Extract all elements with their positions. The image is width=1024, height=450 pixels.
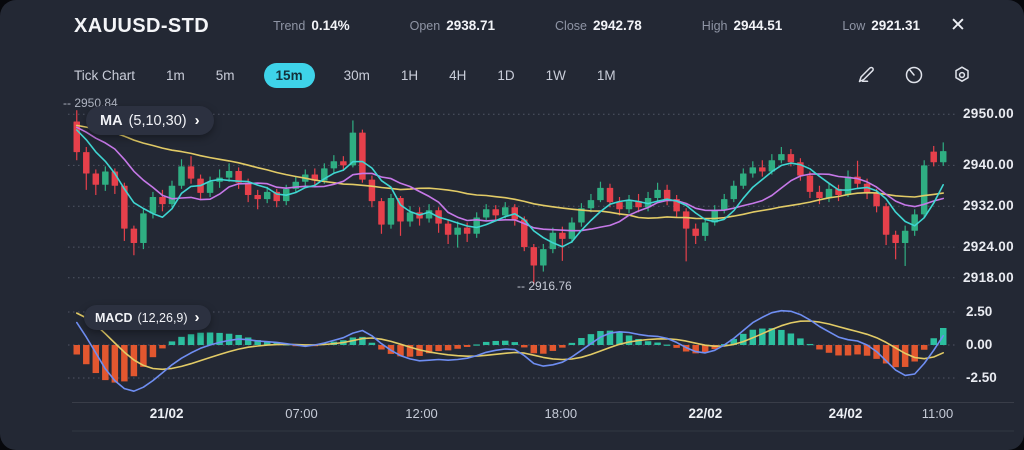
timeframe-tab-1h[interactable]: 1H (400, 67, 419, 83)
gauge-icon[interactable] (902, 63, 926, 87)
draw-icon[interactable] (854, 63, 878, 87)
timeframe-tab-30m[interactable]: 30m (343, 67, 370, 83)
stat-open: Open 2938.71 (410, 17, 495, 35)
stat-label: Trend (273, 19, 306, 33)
time-tick-label: 11:00 (921, 406, 954, 421)
stat-value: 2942.78 (592, 18, 642, 33)
chevron-right-icon: › (194, 309, 200, 326)
stat-close: Close 2942.78 (555, 17, 642, 35)
time-tick-label: 18:00 (544, 406, 578, 421)
macd-label: MACD (95, 310, 133, 325)
stat-value: 2938.71 (446, 18, 496, 33)
price-tick-label: 2940.00 (963, 157, 1014, 173)
timeframe-tabs: Tick Chart 1m 5m 15m 30m 1H 4H 1D 1W 1M (72, 62, 618, 88)
toolbar: Tick Chart 1m 5m 15m 30m 1H 4H 1D 1W 1M (0, 56, 1024, 94)
macd-tick-label: 2.50 (966, 304, 993, 319)
timeframe-tab-1m[interactable]: 1M (596, 67, 616, 83)
ma-label: MA (100, 112, 123, 129)
macd-params: (12,26,9) (137, 310, 188, 325)
timeframe-tab-tick-chart[interactable]: Tick Chart (74, 67, 136, 83)
price-tick-label: 2932.00 (963, 198, 1014, 214)
stat-value: 0.14% (311, 18, 350, 33)
stats-bar: Trend 0.14% Open 2938.71 Close 2942.78 High 294… (273, 17, 920, 35)
stat-label: Open (409, 19, 441, 33)
timeframe-tab-4h[interactable]: 4H (449, 67, 467, 83)
price-tick-label: 2918.00 (963, 269, 1014, 285)
timeframe-tab-1w[interactable]: 1W (545, 67, 566, 83)
timeframe-tab-1m[interactable]: 1m (166, 67, 185, 83)
macd-tick-label: 0.00 (966, 337, 993, 352)
stat-value: 2921.31 (871, 18, 921, 33)
price-tick-label: 2924.00 (963, 239, 1014, 255)
stat-low: Low 2921.31 (842, 17, 920, 35)
header: XAUUSD-STD Trend 0.14% Open 2938.71 Close 294… (0, 0, 1024, 52)
time-tick-label: 12:00 (405, 406, 438, 421)
low-annotation: -- 2916.76 (517, 279, 572, 293)
macd-indicator-pill[interactable]: MACD (12,26,9) › (84, 305, 211, 330)
timeframe-tab-1d[interactable]: 1D (497, 67, 515, 83)
stat-label: High (701, 19, 728, 33)
symbol-title: XAUUSD-STD (74, 14, 210, 37)
stat-label: Low (842, 19, 866, 33)
macd-tick-label: -2.50 (966, 370, 997, 385)
stat-label: Close (555, 19, 587, 33)
time-tick-label: 21/02 (149, 406, 184, 421)
time-tick-label: 07:00 (285, 406, 318, 421)
settings-icon[interactable] (950, 63, 974, 87)
ma-indicator-pill[interactable]: MA (5,10,30) › (86, 106, 214, 135)
stat-value: 2944.51 (733, 18, 783, 33)
stat-trend: Trend 0.14% (273, 17, 349, 35)
timeframe-tab-15m[interactable]: 15m (263, 62, 315, 88)
chevron-right-icon: › (194, 112, 200, 129)
time-tick-label: 22/02 (688, 406, 723, 421)
chart-area[interactable]: -- 2950.84 -- 2916.76 MA (5,10,30) › MAC… (0, 95, 1024, 450)
close-button[interactable]: ✕ (944, 12, 972, 40)
ma-params: (5,10,30) (128, 112, 187, 129)
stat-high: High 2944.51 (702, 17, 783, 35)
time-tick-label: 24/02 (828, 406, 863, 421)
timeframe-tab-5m[interactable]: 5m (215, 67, 235, 83)
price-tick-label: 2950.00 (963, 106, 1014, 122)
chart-tools (854, 63, 974, 87)
chart-canvas[interactable] (0, 95, 1024, 450)
